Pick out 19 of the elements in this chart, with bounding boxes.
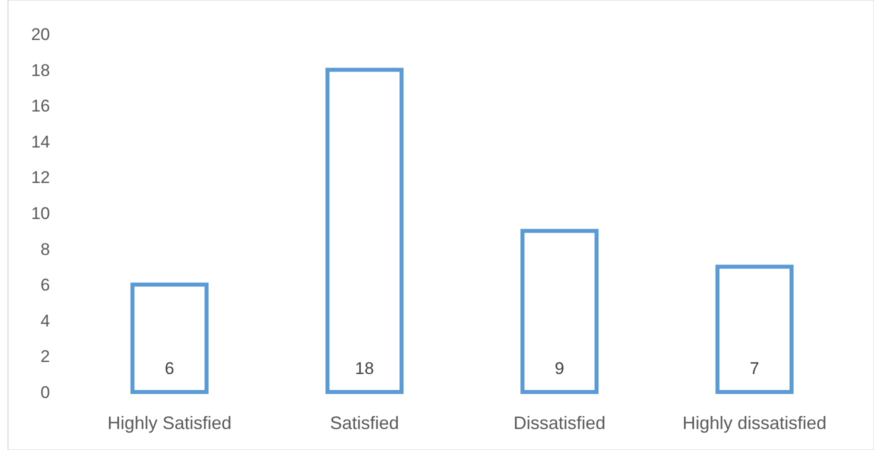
y-tick-label: 10 [31, 204, 50, 223]
x-tick-label: Highly Satisfied [107, 413, 232, 433]
y-tick-label: 4 [40, 311, 50, 330]
data-label: 6 [164, 359, 174, 378]
data-label: 18 [355, 359, 374, 378]
y-tick-label: 6 [40, 276, 50, 295]
y-tick-label: 12 [31, 168, 50, 188]
y-tick-label: 16 [31, 96, 50, 116]
y-tick-label: 14 [31, 132, 50, 152]
data-label: 9 [554, 359, 564, 378]
x-tick-label: Highly dissatisfied [682, 413, 827, 433]
y-tick-label: 2 [40, 347, 50, 366]
y-tick-label: 0 [40, 382, 50, 402]
x-tick-label: Dissatisfied [513, 413, 606, 433]
data-label: 7 [750, 359, 760, 378]
y-tick-label: 20 [31, 24, 50, 44]
y-tick-label: 18 [31, 60, 50, 80]
y-tick-label: 8 [40, 240, 50, 259]
x-tick-label: Satisfied [330, 413, 400, 433]
